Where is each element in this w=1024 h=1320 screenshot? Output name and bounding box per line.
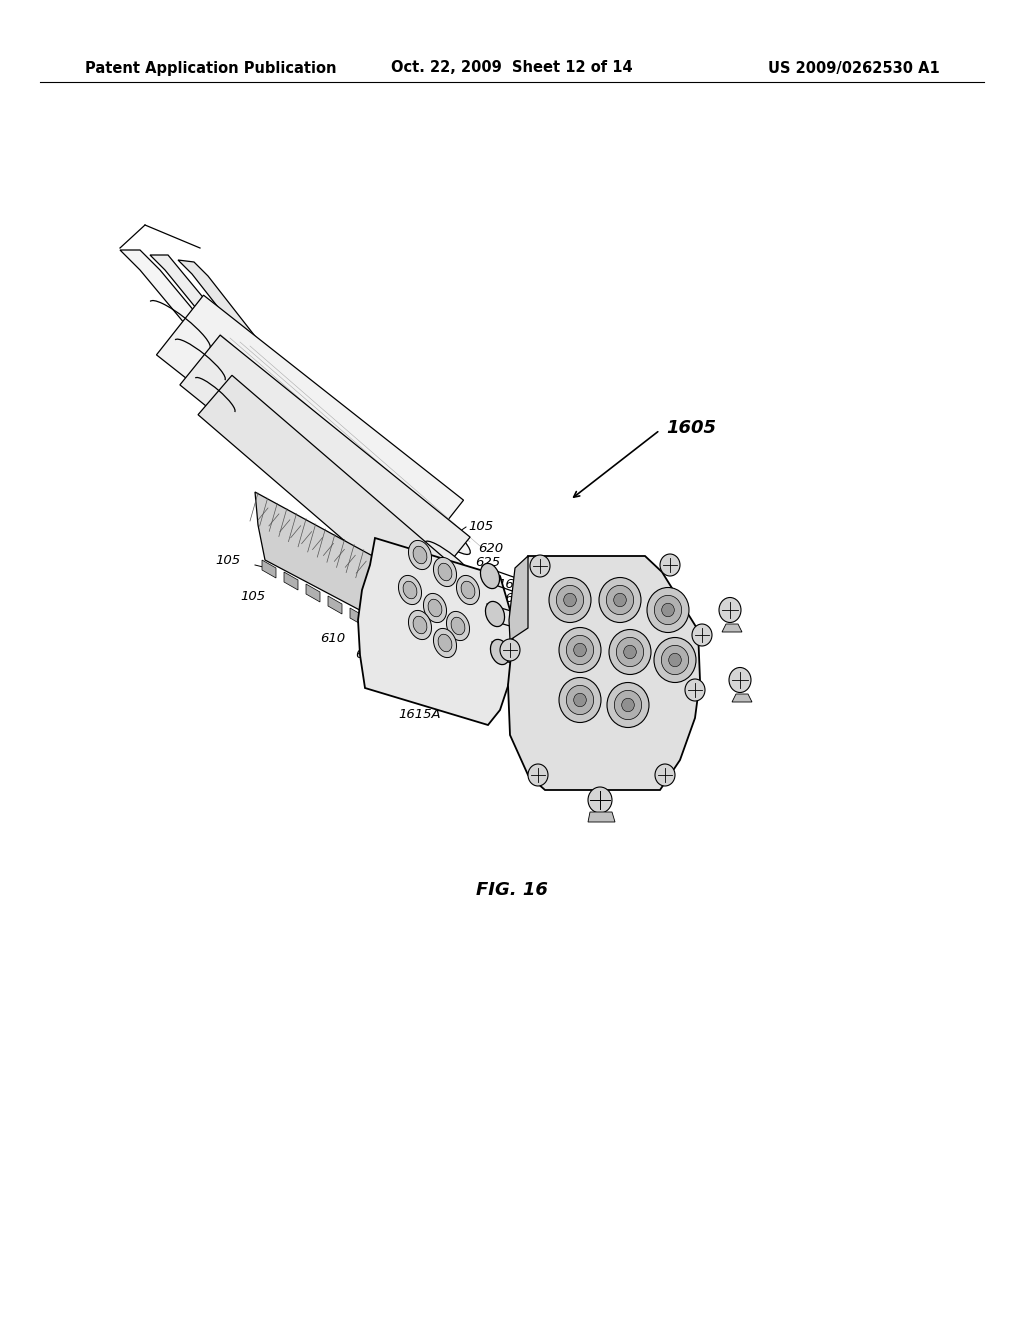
Polygon shape [732, 694, 752, 702]
Text: 1605: 1605 [666, 418, 716, 437]
Ellipse shape [662, 645, 689, 675]
Ellipse shape [654, 638, 696, 682]
Ellipse shape [566, 635, 594, 665]
Polygon shape [509, 556, 528, 640]
Polygon shape [284, 572, 298, 590]
Polygon shape [120, 249, 340, 490]
Polygon shape [198, 375, 462, 612]
Ellipse shape [409, 540, 431, 570]
Text: Oct. 22, 2009  Sheet 12 of 14: Oct. 22, 2009 Sheet 12 of 14 [391, 61, 633, 75]
Polygon shape [358, 539, 515, 725]
Ellipse shape [573, 643, 587, 657]
Ellipse shape [549, 578, 591, 623]
Ellipse shape [438, 634, 452, 652]
Text: 610: 610 [355, 648, 380, 660]
Ellipse shape [457, 576, 479, 605]
Ellipse shape [480, 564, 500, 589]
Ellipse shape [654, 595, 682, 624]
Polygon shape [508, 556, 700, 789]
Polygon shape [328, 597, 342, 614]
Ellipse shape [424, 594, 446, 623]
Ellipse shape [660, 554, 680, 576]
Ellipse shape [485, 602, 505, 627]
Ellipse shape [428, 599, 442, 616]
Ellipse shape [490, 639, 510, 664]
Ellipse shape [563, 593, 577, 607]
Ellipse shape [461, 581, 475, 599]
Ellipse shape [609, 630, 651, 675]
Ellipse shape [425, 576, 465, 611]
Ellipse shape [559, 677, 601, 722]
Ellipse shape [614, 690, 642, 719]
Ellipse shape [647, 587, 689, 632]
Text: 105: 105 [468, 520, 494, 532]
Ellipse shape [729, 668, 751, 693]
Text: 1615A: 1615A [548, 714, 591, 726]
Text: 1615B: 1615B [497, 578, 540, 591]
Ellipse shape [433, 628, 457, 657]
Polygon shape [350, 609, 364, 626]
Ellipse shape [624, 645, 636, 659]
Text: 1620: 1620 [526, 750, 559, 763]
Ellipse shape [616, 638, 644, 667]
Ellipse shape [613, 593, 627, 607]
Ellipse shape [413, 546, 427, 564]
Ellipse shape [438, 564, 452, 581]
Ellipse shape [655, 764, 675, 785]
Ellipse shape [607, 682, 649, 727]
Text: 1615A: 1615A [378, 681, 421, 694]
Text: FIG. 16: FIG. 16 [476, 880, 548, 899]
Ellipse shape [692, 624, 712, 645]
Ellipse shape [566, 685, 594, 714]
Ellipse shape [573, 693, 587, 706]
Ellipse shape [433, 557, 457, 586]
Text: 1615: 1615 [596, 591, 630, 605]
Text: 1615A: 1615A [398, 708, 440, 721]
Polygon shape [157, 296, 464, 560]
Polygon shape [178, 260, 368, 488]
Text: 1615A: 1615A [574, 606, 616, 619]
Ellipse shape [588, 787, 612, 813]
Polygon shape [588, 812, 615, 822]
Ellipse shape [622, 698, 634, 711]
Ellipse shape [528, 764, 548, 785]
Text: Patent Application Publication: Patent Application Publication [85, 61, 337, 75]
Ellipse shape [662, 603, 674, 616]
Polygon shape [255, 492, 388, 624]
Ellipse shape [556, 585, 584, 615]
Ellipse shape [409, 610, 431, 640]
Text: 625: 625 [475, 556, 500, 569]
Text: 610: 610 [472, 569, 497, 582]
Ellipse shape [530, 554, 550, 577]
Text: 105: 105 [240, 590, 265, 602]
Polygon shape [150, 255, 354, 488]
Text: US 2009/0262530 A1: US 2009/0262530 A1 [768, 61, 940, 75]
Ellipse shape [669, 653, 681, 667]
Text: 1620: 1620 [593, 619, 627, 632]
Ellipse shape [452, 618, 465, 635]
Ellipse shape [500, 639, 520, 661]
Polygon shape [722, 624, 742, 632]
Polygon shape [306, 583, 319, 602]
Ellipse shape [398, 576, 422, 605]
Ellipse shape [599, 578, 641, 623]
Ellipse shape [403, 581, 417, 599]
Ellipse shape [606, 585, 634, 615]
Ellipse shape [559, 627, 601, 672]
Ellipse shape [410, 506, 470, 554]
Text: 105: 105 [215, 553, 240, 566]
Text: 1605A: 1605A [368, 665, 411, 678]
Ellipse shape [413, 616, 427, 634]
Polygon shape [262, 560, 276, 578]
Text: 610: 610 [319, 631, 345, 644]
Ellipse shape [425, 541, 475, 583]
Text: 620: 620 [478, 541, 503, 554]
Ellipse shape [685, 678, 705, 701]
Ellipse shape [719, 598, 741, 623]
Text: 1615A: 1615A [497, 591, 540, 605]
Ellipse shape [446, 611, 470, 640]
Polygon shape [180, 335, 470, 587]
Text: 1620: 1620 [595, 645, 629, 659]
